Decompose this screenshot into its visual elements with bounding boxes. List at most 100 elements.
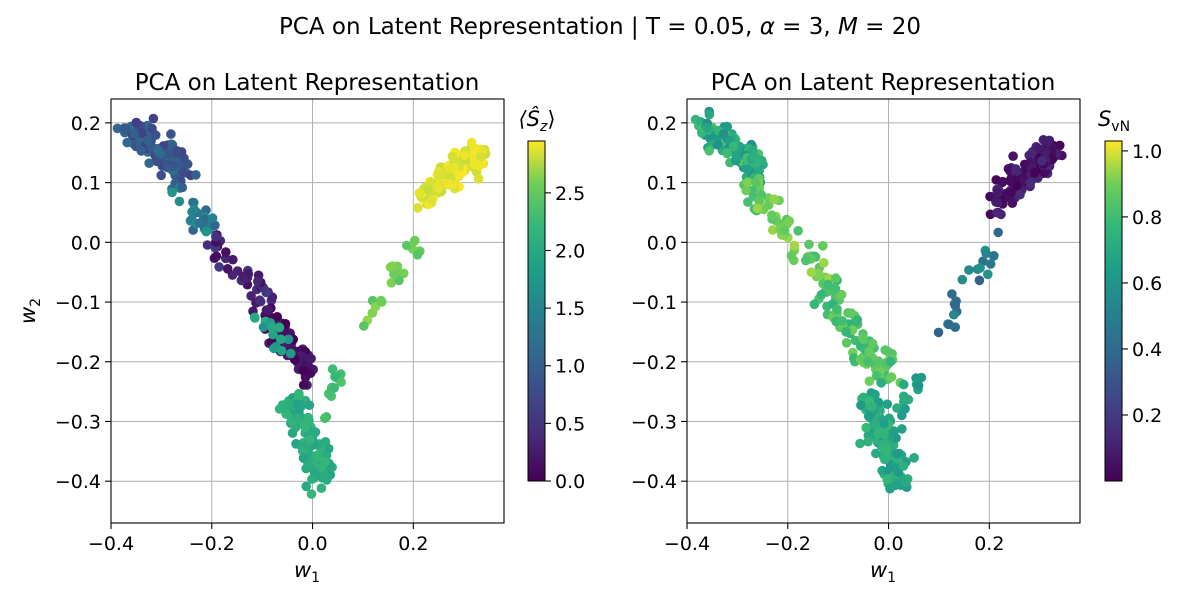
scatter-point (871, 371, 882, 381)
y-tick-label: −0.2 (55, 352, 101, 374)
scatter-point (742, 164, 753, 174)
scatter-point (306, 353, 316, 364)
scatter-point (947, 289, 957, 299)
scatter-point (830, 283, 841, 294)
scatter-point (957, 274, 968, 285)
colorbar-tick-label: 0.6 (1132, 273, 1162, 295)
y-tick-label: 0.0 (647, 232, 677, 254)
scatter-point (286, 348, 296, 359)
scatter-point (298, 380, 309, 390)
scatter-point (164, 149, 174, 160)
scatter-point (153, 145, 163, 155)
scatter-point (444, 179, 454, 190)
scatter-point (298, 365, 309, 376)
scatter-point (728, 141, 739, 152)
scatter-point (949, 309, 959, 320)
scatter-point (806, 267, 817, 278)
scatter-point (993, 207, 1003, 218)
x-axis-label: w1 (294, 558, 320, 586)
scatter-point (950, 322, 960, 333)
scatter-point (767, 210, 777, 220)
scatter-point (150, 130, 161, 140)
scatter-point (784, 216, 795, 226)
scatter-point (174, 196, 185, 207)
scatter-point (816, 289, 827, 300)
scatter-point (201, 226, 211, 237)
scatter-point (310, 427, 321, 437)
scatter-point (433, 183, 444, 194)
scatter-point (836, 289, 847, 300)
scatter-point (207, 213, 218, 223)
scatter-point (312, 450, 322, 461)
scatter-point (304, 400, 315, 411)
scatter-point (327, 364, 338, 374)
scatter-point (749, 151, 760, 162)
suptitle-part-3: = 20 (858, 14, 921, 40)
scatter-point (144, 158, 154, 168)
y-tick-label: −0.4 (631, 471, 677, 493)
x-tick-label: −0.4 (88, 533, 134, 555)
scatter-point (445, 163, 455, 174)
scatter-point (818, 241, 828, 251)
scatter-point (750, 177, 761, 188)
scatter-point (718, 129, 729, 139)
scatter-point (202, 240, 213, 250)
colorbar-label: SvN (1098, 107, 1130, 135)
scatter-point (1003, 164, 1014, 174)
scatter-point (916, 372, 927, 383)
scatter-point (752, 203, 763, 214)
scatter-point (897, 424, 907, 434)
scatter-point (246, 291, 256, 301)
scatter-point (427, 195, 437, 205)
scatter-point (438, 170, 449, 180)
scatter-point (387, 261, 398, 271)
scatter-point (162, 162, 173, 173)
scatter-point (410, 235, 420, 246)
scatter-point (1044, 135, 1055, 146)
suptitle-part-2: = 3, (775, 14, 838, 40)
scatter-point (329, 383, 340, 393)
scatter-point (148, 113, 159, 124)
scatter-point (900, 404, 910, 414)
scatter-point (191, 170, 201, 180)
scatter-point (156, 170, 166, 181)
scatter-point (1006, 187, 1016, 198)
colorbar-tick-label: 0.4 (1132, 339, 1162, 361)
scatter-point (974, 275, 985, 286)
colorbar-ticks: 0.2 0.4 0.6 0.8 1.0 (1122, 141, 1162, 427)
scatter-point (813, 268, 824, 279)
scatter-point (129, 129, 139, 139)
scatter-point (867, 401, 877, 412)
scatter-point (268, 329, 278, 340)
scatter-point (1025, 178, 1036, 188)
colorbar-tick-label: 0.2 (1132, 405, 1162, 427)
scatter-point (837, 316, 847, 326)
scatter-point (294, 390, 304, 401)
scatter-point (261, 305, 272, 315)
scatter-point (112, 123, 123, 134)
axes-frame (686, 98, 1081, 524)
scatter-point (913, 380, 924, 391)
scatter-point (832, 304, 842, 315)
y-tick-label: 0.2 (71, 113, 101, 135)
y-tick-label: −0.3 (631, 411, 677, 433)
scatter-point (856, 400, 866, 411)
scatter-point (879, 418, 889, 429)
scatter-point (871, 448, 881, 459)
scatter-point (276, 334, 286, 345)
scatter-point (793, 226, 803, 236)
colorbar-ticks: 0.0 0.5 1.0 1.5 2.0 2.5 (545, 183, 585, 493)
scatter-point (886, 372, 897, 382)
scatter-point (861, 422, 871, 433)
scatter-points (690, 106, 1067, 494)
colorbar-tick-label: 2.0 (555, 240, 585, 262)
y-tick-label: 0.1 (647, 173, 677, 195)
scatter-point (243, 269, 254, 279)
scatter-point (143, 135, 153, 146)
scatter-point (322, 472, 332, 483)
scatter-point (475, 151, 486, 162)
colorbar-tick-label: 1.5 (555, 298, 585, 320)
scatter-point (307, 474, 317, 484)
